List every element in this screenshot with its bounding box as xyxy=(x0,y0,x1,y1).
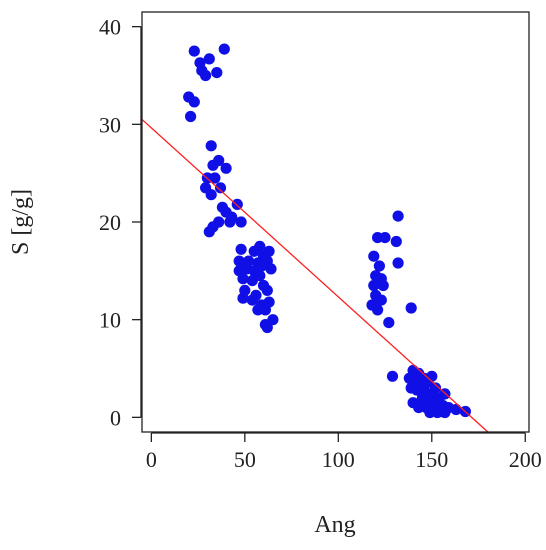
data-point xyxy=(224,216,236,228)
data-point xyxy=(209,172,221,184)
data-point xyxy=(265,263,277,275)
data-point xyxy=(211,67,223,79)
data-point xyxy=(375,294,387,306)
data-point xyxy=(372,304,384,316)
data-point xyxy=(213,154,225,167)
data-point xyxy=(185,110,197,123)
data-point xyxy=(259,304,271,316)
plot-frame xyxy=(141,11,530,433)
data-point xyxy=(214,182,227,194)
y-axis-label: S [g/g] xyxy=(8,189,34,255)
data-point xyxy=(256,260,268,272)
data-point xyxy=(383,317,395,329)
x-axis-label: Ang xyxy=(314,512,355,538)
data-point xyxy=(237,292,249,304)
y-tick-label: 10 xyxy=(99,308,121,333)
x-tick-label: 150 xyxy=(415,447,448,472)
x-tick-label: 200 xyxy=(509,447,542,472)
x-tick-label: 100 xyxy=(322,447,355,472)
data-point xyxy=(392,257,404,269)
y-axis: 0 10 20 30 40 xyxy=(99,15,142,430)
x-tick-label: 0 xyxy=(146,447,157,472)
data-point xyxy=(235,216,247,228)
data-point xyxy=(261,321,273,334)
data-point xyxy=(246,294,258,306)
trend-line xyxy=(141,118,489,433)
data-point xyxy=(373,260,385,272)
data-point xyxy=(237,273,249,285)
y-tick-label: 40 xyxy=(99,15,121,40)
data-point xyxy=(439,406,451,419)
data-point xyxy=(377,279,389,292)
data-point xyxy=(368,279,380,292)
data-point xyxy=(405,302,417,314)
data-point xyxy=(450,403,462,416)
x-tick-label: 50 xyxy=(234,447,256,472)
points-layer xyxy=(183,43,471,419)
data-point xyxy=(200,69,212,82)
data-point xyxy=(203,226,215,238)
data-point xyxy=(188,96,200,108)
data-point xyxy=(390,235,402,248)
y-tick-label: 20 xyxy=(99,210,121,235)
data-point xyxy=(218,43,230,55)
y-tick-label: 30 xyxy=(99,112,121,137)
y-tick-label: 0 xyxy=(110,405,121,430)
x-axis: 0 50 100 150 200 xyxy=(146,432,542,472)
data-point xyxy=(205,140,217,152)
data-point xyxy=(379,232,391,244)
data-point xyxy=(368,250,380,262)
data-point xyxy=(386,370,399,382)
data-point xyxy=(188,45,200,57)
data-point xyxy=(220,162,232,174)
data-point xyxy=(203,53,215,65)
data-point xyxy=(392,210,404,222)
data-point xyxy=(233,255,245,267)
data-point xyxy=(261,284,273,296)
data-point xyxy=(235,243,247,255)
data-point xyxy=(231,198,243,210)
data-point xyxy=(254,240,266,252)
data-point xyxy=(205,189,217,201)
data-point xyxy=(254,270,266,282)
